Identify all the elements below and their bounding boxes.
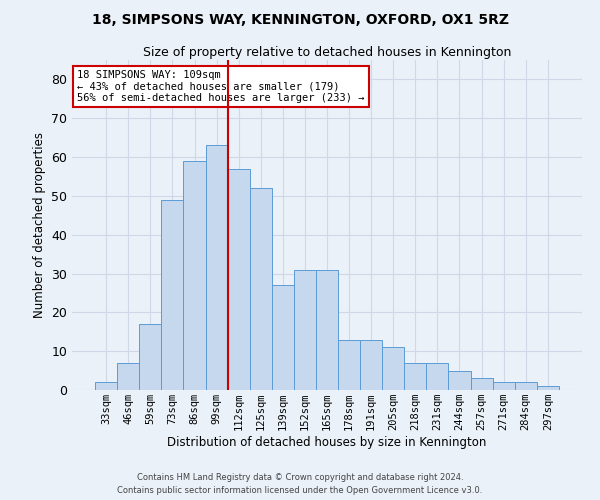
Text: Contains HM Land Registry data © Crown copyright and database right 2024.
Contai: Contains HM Land Registry data © Crown c… [118,474,482,495]
Bar [250,188,272,390]
Bar [227,168,250,390]
Bar [184,161,206,390]
Bar [95,382,117,390]
Bar [316,270,338,390]
Bar [470,378,493,390]
Bar [537,386,559,390]
Bar [161,200,184,390]
Bar [338,340,360,390]
X-axis label: Distribution of detached houses by size in Kennington: Distribution of detached houses by size … [167,436,487,449]
Bar [206,146,227,390]
Bar [404,363,427,390]
Bar [272,285,294,390]
Y-axis label: Number of detached properties: Number of detached properties [32,132,46,318]
Bar [117,363,139,390]
Bar [493,382,515,390]
Bar [139,324,161,390]
Bar [448,370,470,390]
Bar [294,270,316,390]
Text: 18, SIMPSONS WAY, KENNINGTON, OXFORD, OX1 5RZ: 18, SIMPSONS WAY, KENNINGTON, OXFORD, OX… [91,12,509,26]
Bar [382,348,404,390]
Bar [427,363,448,390]
Bar [360,340,382,390]
Title: Size of property relative to detached houses in Kennington: Size of property relative to detached ho… [143,46,511,59]
Text: 18 SIMPSONS WAY: 109sqm
← 43% of detached houses are smaller (179)
56% of semi-d: 18 SIMPSONS WAY: 109sqm ← 43% of detache… [77,70,365,103]
Bar [515,382,537,390]
